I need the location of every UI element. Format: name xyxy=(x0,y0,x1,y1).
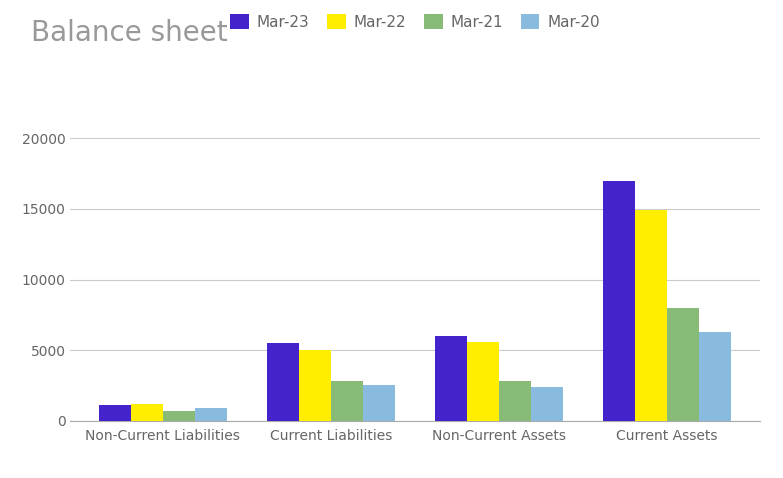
Bar xyxy=(531,387,563,421)
Bar xyxy=(699,332,731,421)
Bar xyxy=(435,336,467,421)
Bar xyxy=(195,408,227,421)
Legend: Mar-23, Mar-22, Mar-21, Mar-20: Mar-23, Mar-22, Mar-21, Mar-20 xyxy=(224,8,606,36)
Bar xyxy=(499,381,531,421)
Bar xyxy=(331,381,363,421)
Bar xyxy=(363,385,395,421)
Bar xyxy=(99,405,131,421)
Bar xyxy=(299,350,331,421)
Bar xyxy=(635,210,667,421)
Bar xyxy=(267,343,299,421)
Bar xyxy=(603,181,635,421)
Bar xyxy=(467,342,499,421)
Text: Balance sheet: Balance sheet xyxy=(31,19,228,47)
Bar xyxy=(163,411,195,421)
Bar xyxy=(667,308,699,421)
Bar xyxy=(131,404,163,421)
